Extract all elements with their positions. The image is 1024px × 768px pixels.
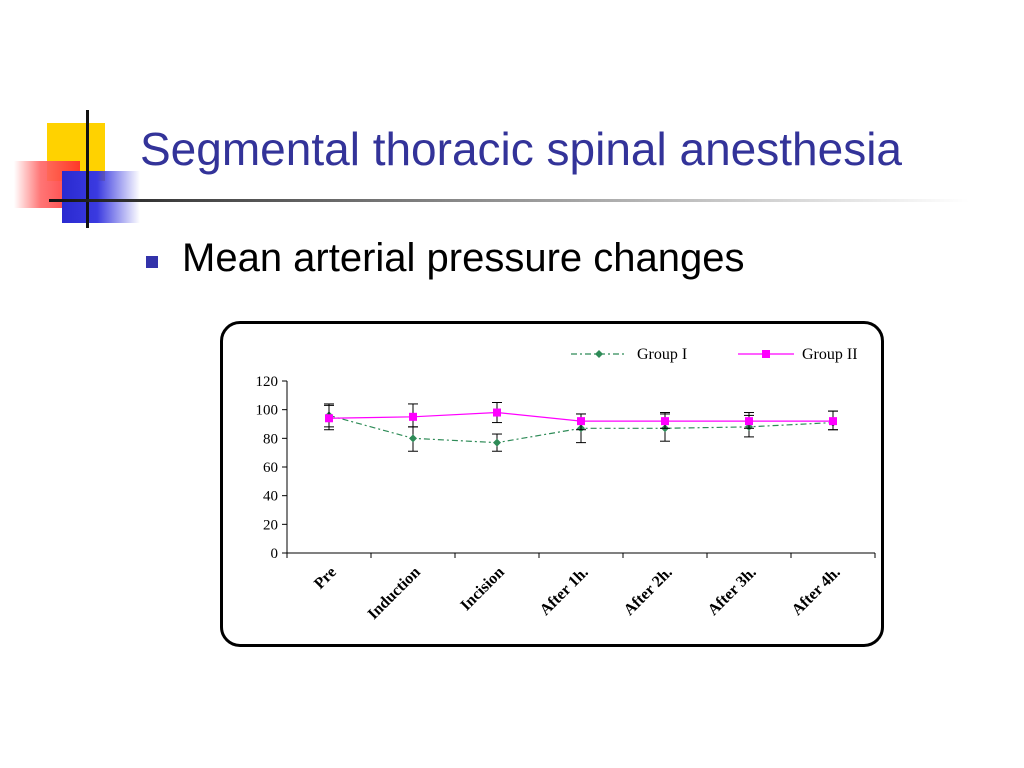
y-tick-label: 80 [263, 431, 278, 447]
legend-marker-diamond [595, 350, 603, 358]
data-point-square [409, 412, 417, 421]
data-point-square [493, 408, 501, 417]
data-point-square [577, 417, 585, 426]
x-category-label: After 3h. [705, 564, 760, 619]
map-chart: 0 20 40 60 80 100 120 Pre Induction Incision After… [256, 346, 876, 623]
title-underline [49, 199, 969, 202]
x-category-label: After 1h. [537, 564, 592, 619]
data-point-square [325, 414, 333, 423]
y-tick-label: 20 [263, 517, 278, 533]
y-tick-label: 60 [263, 460, 278, 476]
x-category-label: After 4h. [789, 564, 844, 619]
logo-vertical-line [86, 110, 89, 228]
y-tick-label: 120 [256, 374, 279, 390]
x-category-label: Induction [365, 564, 424, 623]
x-category-label: After 2h. [621, 564, 676, 619]
data-point-square [661, 417, 669, 426]
data-point-diamond [493, 438, 501, 447]
y-tick-label: 100 [256, 403, 279, 419]
legend-marker-square [762, 350, 770, 358]
bullet-square-icon [146, 255, 158, 268]
data-point-diamond [409, 434, 417, 443]
legend-label: Group I [637, 346, 687, 363]
data-point-square [745, 417, 753, 426]
data-point-square [829, 417, 837, 426]
logo-blue-square [62, 171, 140, 223]
y-tick-label: 0 [271, 546, 279, 562]
y-tick-label: 40 [263, 489, 278, 505]
bullet-item: Mean arterial pressure changes [146, 236, 745, 281]
bullet-text: Mean arterial pressure changes [182, 236, 745, 280]
chart-frame: 0 20 40 60 80 100 120 Pre Induction Incision After… [220, 321, 884, 647]
legend-label: Group II [802, 346, 858, 363]
x-category-label: Incision [457, 564, 507, 614]
x-category-label: Pre [311, 564, 340, 593]
slide-title: Segmental thoracic spinal anesthesia [140, 123, 903, 175]
